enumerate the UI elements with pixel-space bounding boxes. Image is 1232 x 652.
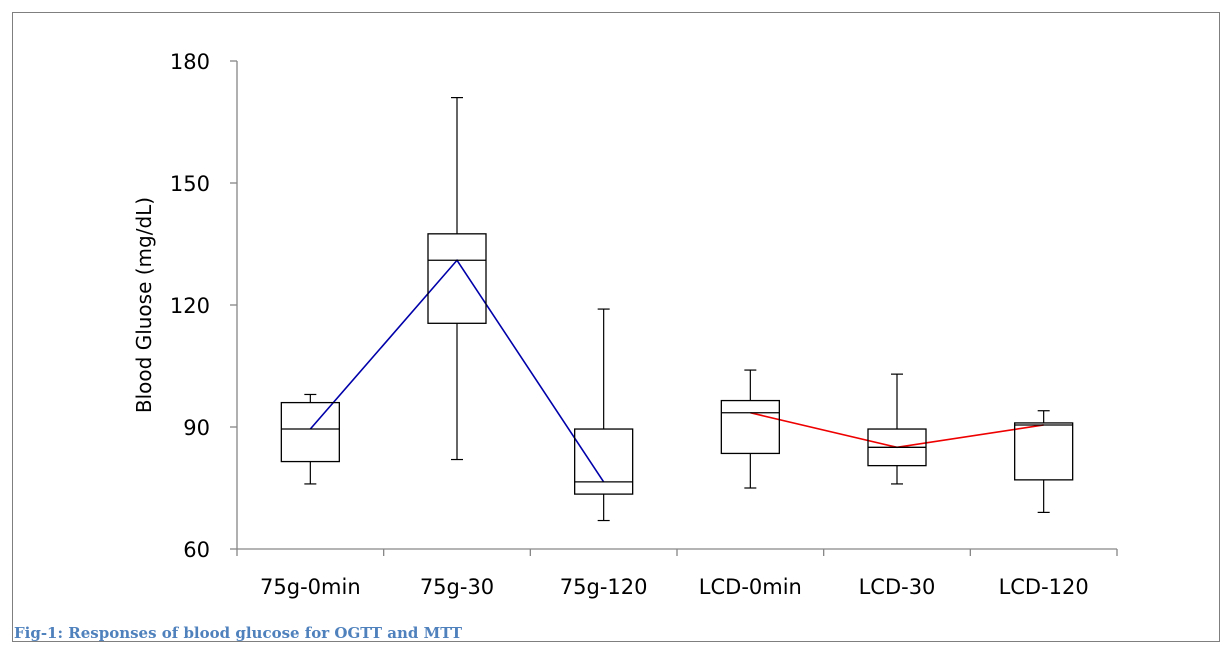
figure-caption: Fig-1: Responses of blood glucose for OG… [14, 624, 462, 642]
box-75g-30 [427, 96, 487, 461]
x-tick-label: 75g-30 [420, 575, 494, 599]
x-tick-label: 75g-0min [260, 575, 361, 599]
axes [230, 60, 1118, 556]
x-tick-label: LCD-120 [999, 575, 1089, 599]
box-75g-0min [280, 393, 340, 485]
iqr-box [427, 233, 487, 324]
box-LCD-120 [1014, 410, 1074, 514]
box-LCD-30 [867, 373, 927, 485]
tick-labels: 60 90 120 150 180 75g-0min 75g-30 75g-120 LCD-0m… [170, 50, 1089, 599]
iqr-box [720, 399, 780, 455]
y-tick-label: 180 [170, 50, 210, 74]
x-tick-label: LCD-30 [859, 575, 936, 599]
y-tick-label: 150 [170, 172, 210, 196]
y-tick-label: 60 [183, 538, 210, 562]
iqr-box [574, 428, 634, 495]
iqr-box [280, 401, 340, 463]
y-axis-title: Blood Gluose (mg/dL) [132, 197, 156, 413]
x-tick-label: LCD-0min [699, 575, 802, 599]
y-tick-label: 120 [170, 294, 210, 318]
box-LCD-0min [720, 369, 780, 489]
boxes [280, 96, 1074, 522]
median-connect-lines [309, 258, 1044, 483]
figure-frame [12, 12, 1220, 642]
box-75g-120 [574, 308, 634, 522]
iqr-box [1014, 422, 1074, 481]
y-tick-label: 90 [183, 416, 210, 440]
x-tick-label: 75g-120 [560, 575, 648, 599]
